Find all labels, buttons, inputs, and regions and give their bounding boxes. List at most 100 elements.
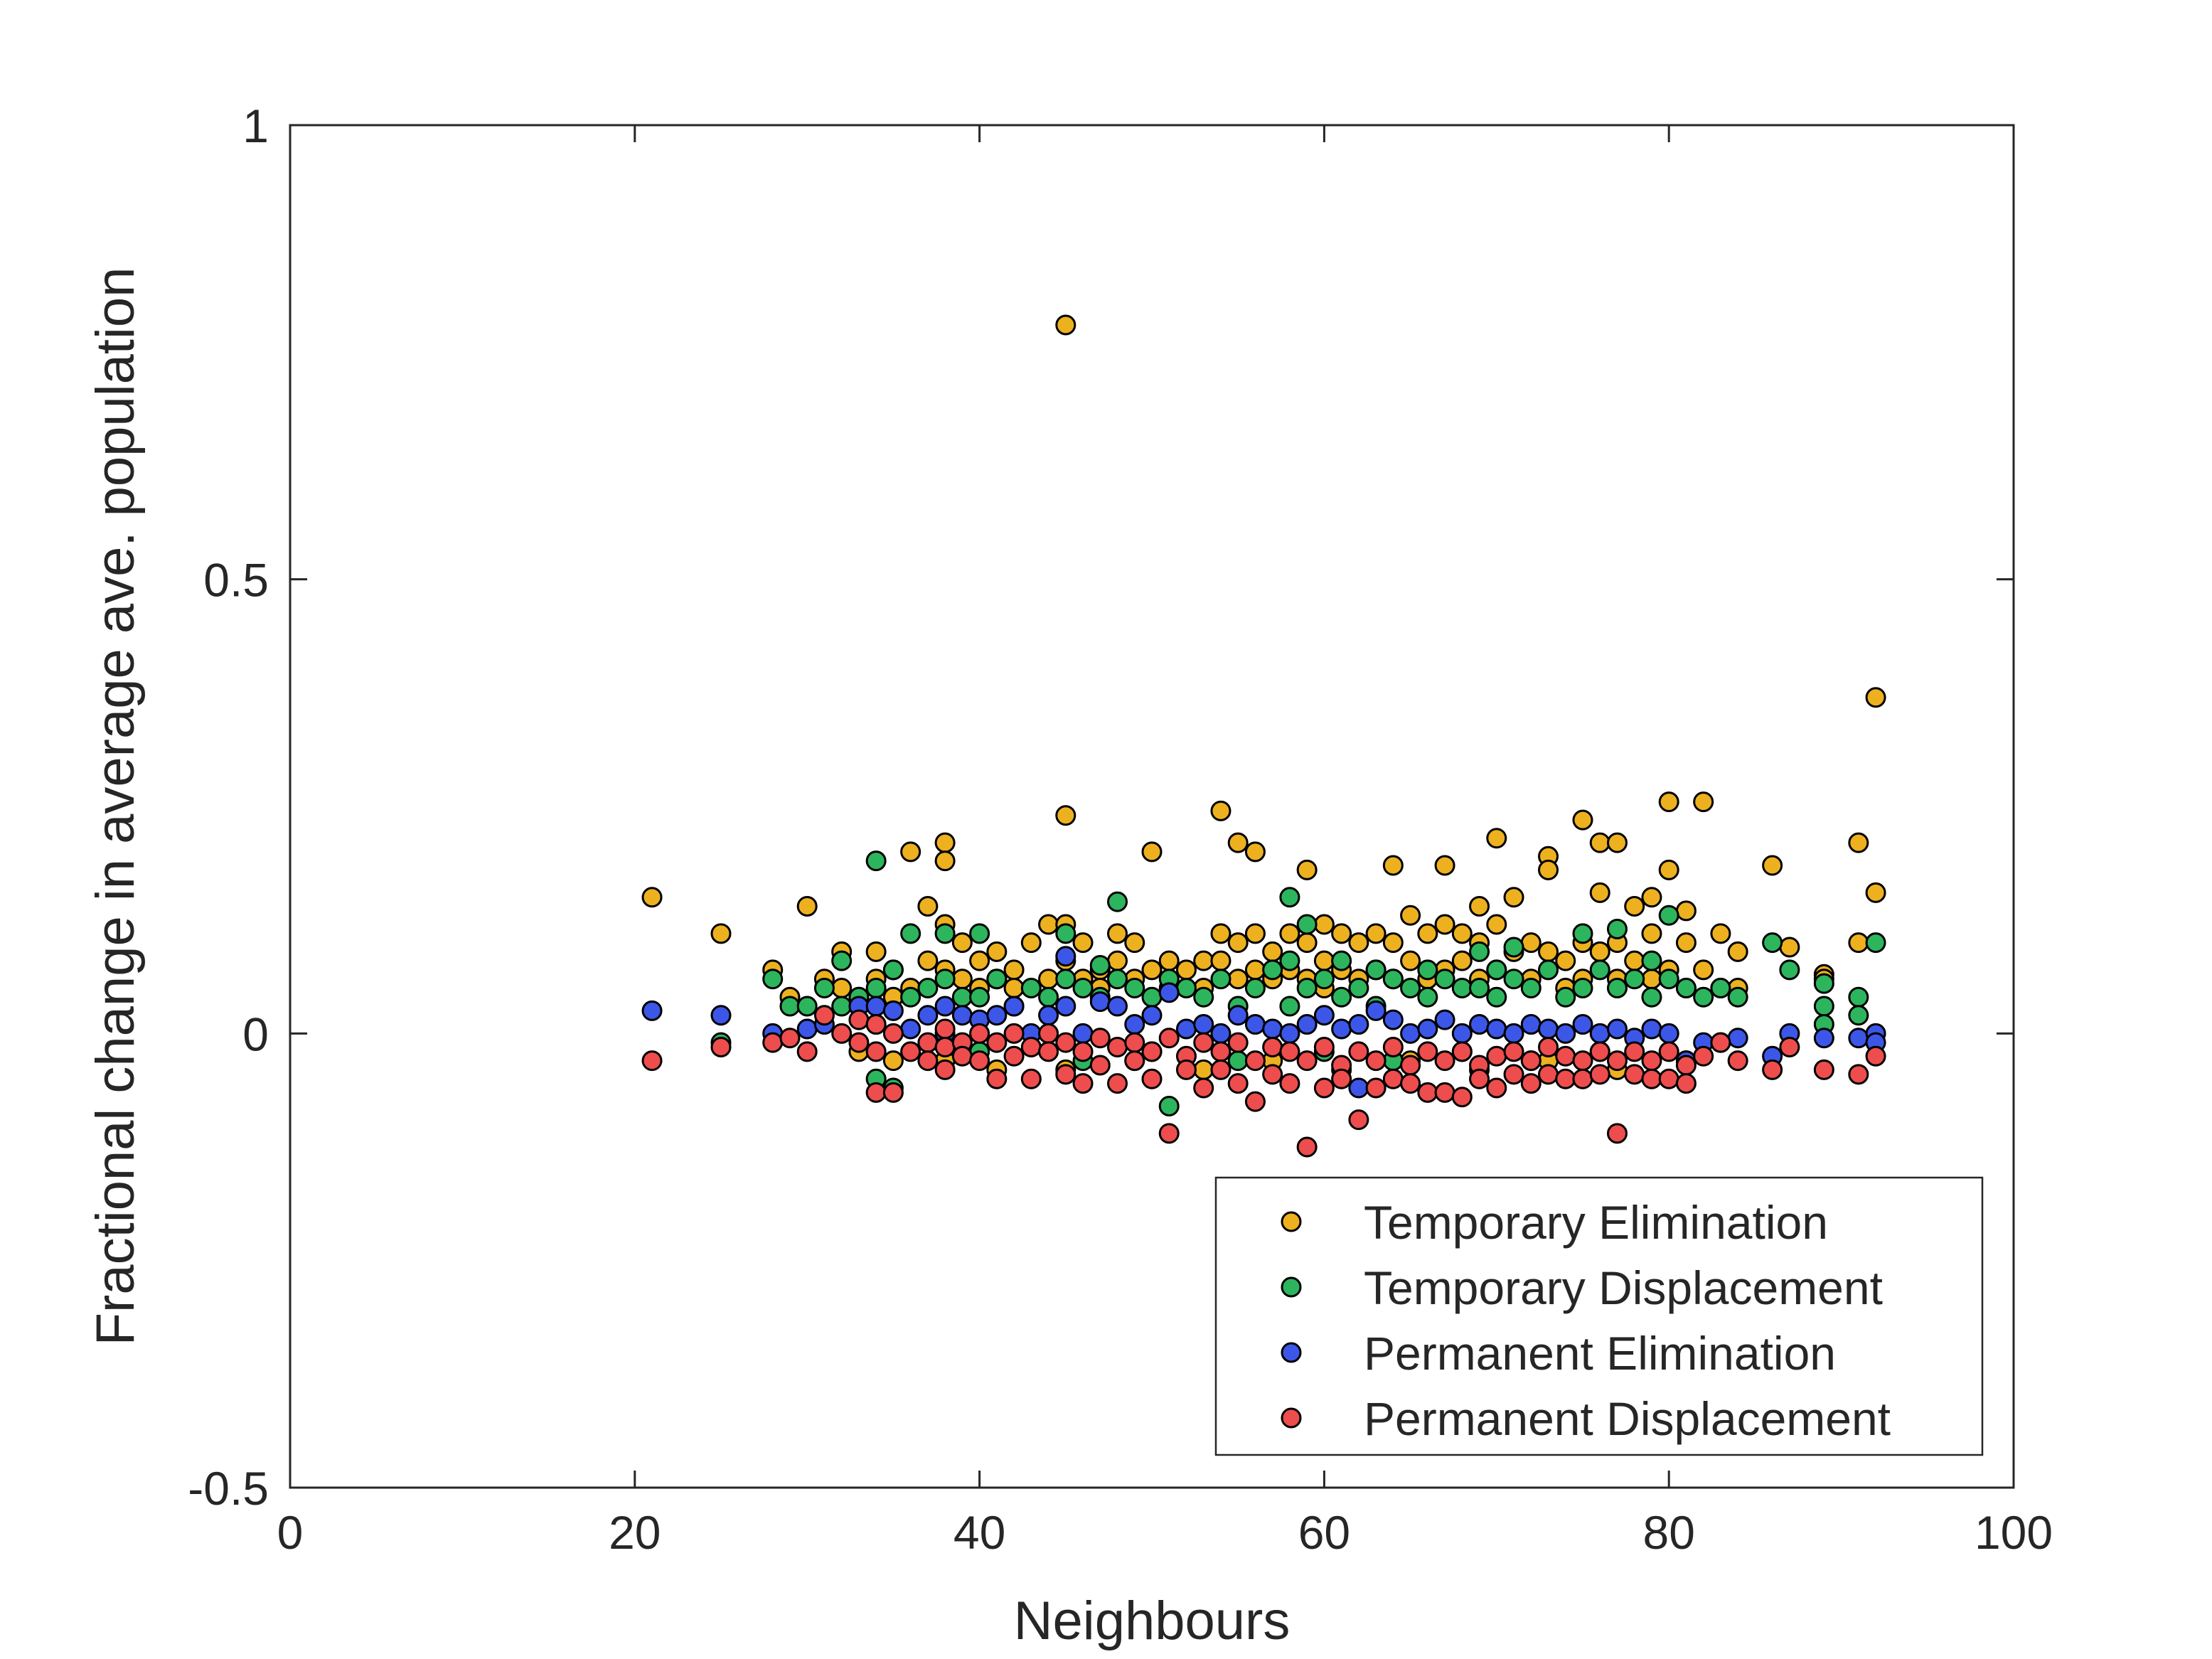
data-point xyxy=(831,1023,853,1044)
data-points xyxy=(641,314,1886,1158)
data-point xyxy=(1107,969,1128,990)
legend-box xyxy=(1214,1176,1984,1456)
data-point xyxy=(1296,1014,1318,1035)
data-point xyxy=(1158,1123,1180,1144)
data-point xyxy=(1124,932,1145,954)
data-point xyxy=(1124,1050,1145,1072)
data-point xyxy=(1141,841,1163,863)
data-point xyxy=(969,986,990,1008)
data-point xyxy=(1486,1018,1507,1040)
data-point xyxy=(1417,959,1438,981)
data-point xyxy=(1210,969,1231,990)
data-point xyxy=(1848,832,1869,853)
data-point xyxy=(1572,977,1593,998)
data-point xyxy=(865,1082,887,1103)
data-point xyxy=(1055,996,1076,1017)
data-point xyxy=(1555,1045,1576,1067)
legend-label: Temporary Displacement xyxy=(1364,1261,1883,1314)
data-point xyxy=(1710,923,1731,944)
data-point xyxy=(1193,950,1214,971)
data-point xyxy=(1365,1050,1386,1072)
y-tick-label: 0.5 xyxy=(203,554,269,607)
data-point xyxy=(1503,1023,1524,1044)
data-point xyxy=(1055,969,1076,990)
data-point xyxy=(900,923,921,944)
data-point xyxy=(1400,977,1421,998)
data-point xyxy=(1279,1023,1300,1044)
data-point xyxy=(882,1000,904,1021)
data-point xyxy=(1675,900,1697,922)
data-point xyxy=(1469,941,1490,962)
data-point xyxy=(1520,1014,1542,1035)
data-point xyxy=(882,959,904,981)
data-point xyxy=(1227,1005,1249,1026)
data-point xyxy=(1262,1036,1283,1057)
data-point xyxy=(1469,977,1490,998)
data-point xyxy=(986,1032,1008,1053)
x-tick-label: 60 xyxy=(1298,1506,1350,1559)
data-point xyxy=(1365,923,1386,944)
legend-marker xyxy=(1281,1342,1302,1363)
data-point xyxy=(1762,932,1783,954)
data-point xyxy=(1296,1050,1318,1072)
data-point xyxy=(1624,1041,1645,1062)
data-point xyxy=(1193,1077,1214,1099)
data-point xyxy=(796,1018,818,1040)
data-point xyxy=(1572,1068,1593,1089)
data-point xyxy=(1624,950,1645,971)
data-point xyxy=(1158,1028,1180,1049)
data-point xyxy=(710,1036,732,1057)
data-point xyxy=(1813,1059,1834,1080)
data-point xyxy=(1779,959,1800,981)
legend-label: Permanent Elimination xyxy=(1364,1327,1836,1380)
data-point xyxy=(1055,1064,1076,1085)
data-point xyxy=(1365,959,1386,981)
data-point xyxy=(917,977,939,998)
data-point xyxy=(1003,1045,1025,1067)
data-point xyxy=(1124,977,1145,998)
data-point xyxy=(1279,887,1300,908)
data-point xyxy=(986,1005,1008,1026)
data-point xyxy=(1296,977,1318,998)
data-point xyxy=(934,923,956,944)
data-point xyxy=(865,941,887,962)
data-point xyxy=(1538,941,1559,962)
data-point xyxy=(1089,1055,1111,1076)
data-point xyxy=(1227,1032,1249,1053)
y-axis-label: Fractional change in average ave. popula… xyxy=(85,267,146,1346)
data-point xyxy=(1313,1036,1335,1057)
data-point xyxy=(1348,1014,1369,1035)
data-point xyxy=(1779,1036,1800,1057)
y-tick-label: 1 xyxy=(242,100,269,152)
data-point xyxy=(796,896,818,917)
data-point xyxy=(1313,1077,1335,1099)
x-tick-label: 20 xyxy=(609,1506,661,1559)
data-point xyxy=(1227,1073,1249,1094)
legend-item: Permanent Displacement xyxy=(1281,1392,1891,1445)
data-point xyxy=(1727,986,1748,1008)
data-point xyxy=(1055,923,1076,944)
data-point xyxy=(1520,1050,1542,1072)
data-point xyxy=(1865,932,1886,954)
data-point xyxy=(1606,918,1628,939)
data-point xyxy=(1296,932,1318,954)
data-point xyxy=(1538,1018,1559,1040)
data-point xyxy=(1417,1082,1438,1103)
data-point xyxy=(1038,969,1059,990)
data-point xyxy=(1089,991,1111,1013)
data-point xyxy=(969,1050,990,1072)
data-point xyxy=(900,1041,921,1062)
data-point xyxy=(1210,800,1231,821)
data-point xyxy=(848,1032,870,1053)
legend-item: Temporary Elimination xyxy=(1281,1196,1828,1249)
data-point xyxy=(1107,1036,1128,1057)
data-point xyxy=(1865,687,1886,708)
data-point xyxy=(1038,1005,1059,1026)
data-point xyxy=(1779,937,1800,958)
data-point xyxy=(1658,969,1679,990)
data-point xyxy=(1434,1050,1455,1072)
data-point xyxy=(1727,1050,1748,1072)
data-point xyxy=(1107,950,1128,971)
legend-marker xyxy=(1281,1276,1302,1298)
